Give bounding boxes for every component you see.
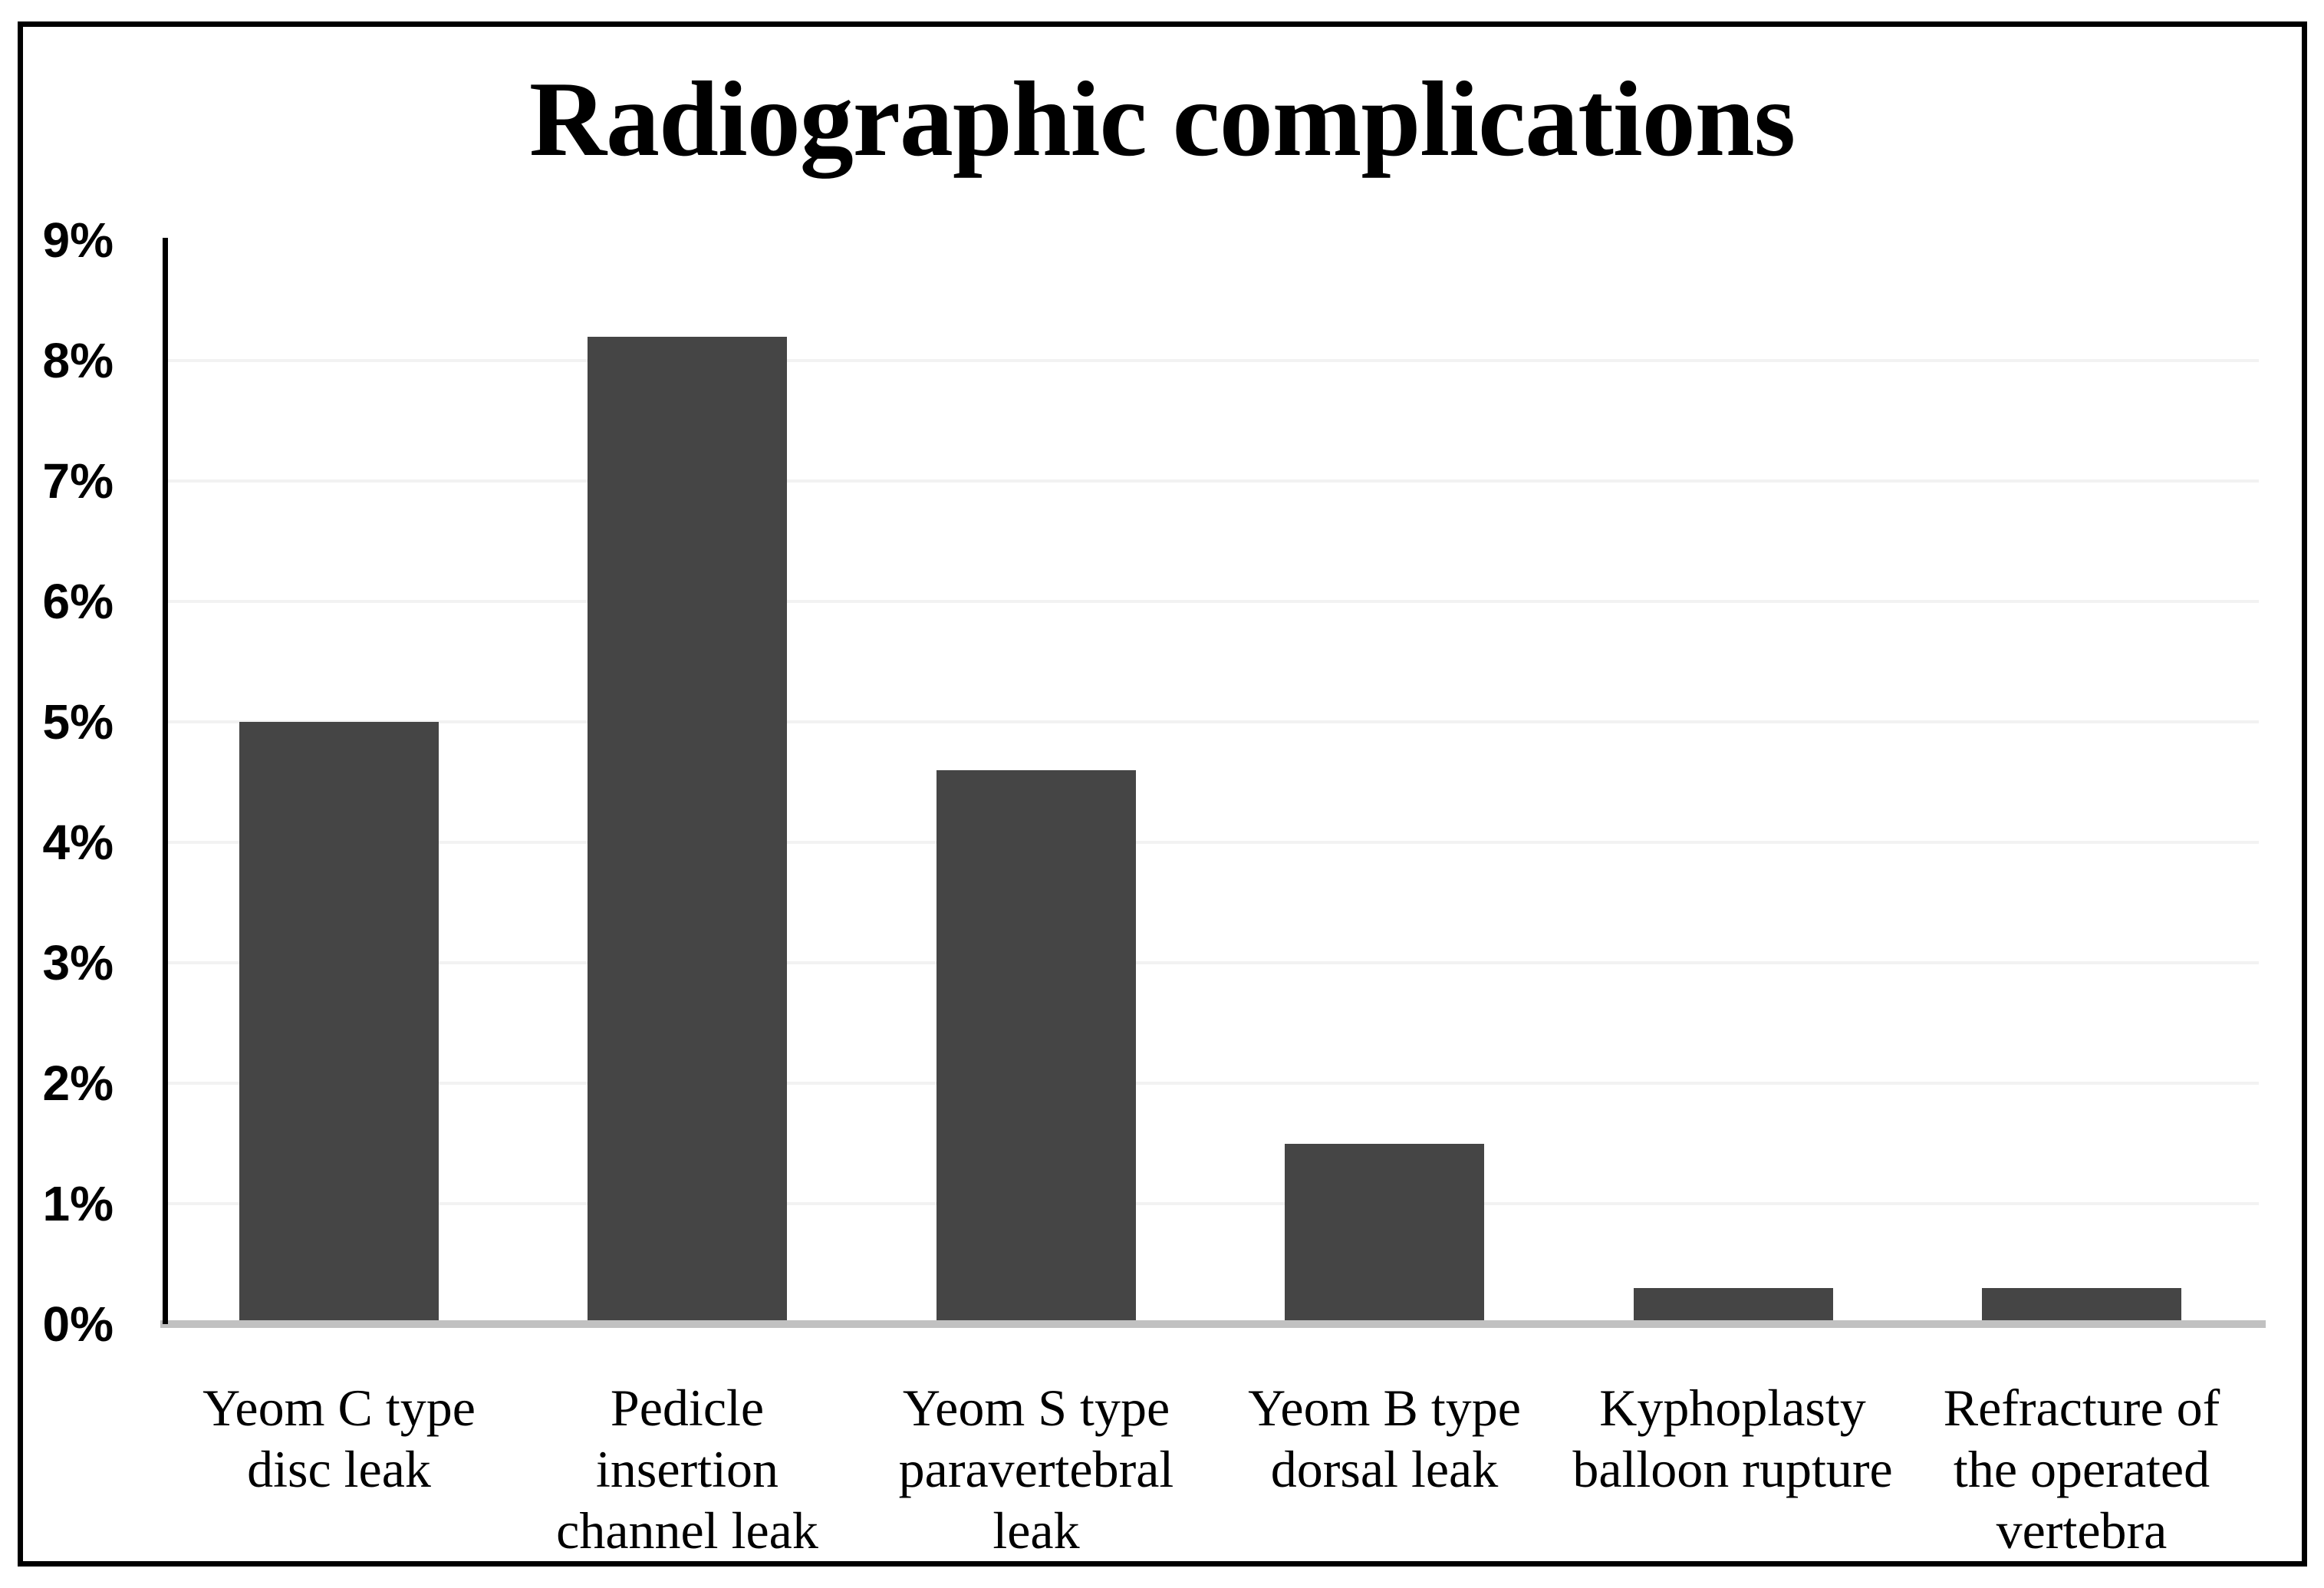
x-axis-label-line: Kyphoplasty (1599, 1379, 1866, 1437)
gridline (168, 479, 2259, 483)
bar (588, 337, 787, 1322)
y-axis-tick-label: 6% (42, 574, 114, 629)
bar (239, 722, 439, 1322)
bar (1634, 1288, 1833, 1322)
x-axis-label-line: Pedicle (610, 1379, 765, 1437)
x-axis-label-line: insertion (596, 1440, 779, 1498)
bar (1982, 1288, 2181, 1322)
x-axis-label-line: channel leak (556, 1501, 818, 1560)
y-axis-tick-label: 4% (42, 815, 114, 870)
gridline (168, 720, 2259, 723)
gridline (168, 961, 2259, 964)
x-axis-baseline (160, 1320, 2266, 1328)
x-axis-label: Yeom S type paravertebral leak (862, 1377, 1210, 1561)
x-axis-label-line: disc leak (247, 1440, 431, 1498)
x-axis-label-line: Refracture of (1943, 1379, 2220, 1437)
x-axis-label: Refracture of the operated vertebra (1908, 1377, 2256, 1561)
gridline (168, 841, 2259, 844)
gridline (168, 1082, 2259, 1085)
x-axis-label-line: leak (992, 1501, 1080, 1560)
x-axis-label-line: Yeom B type (1248, 1379, 1521, 1437)
y-axis-tick-label: 2% (42, 1056, 114, 1111)
x-axis-label-line: Yeom S type (902, 1379, 1170, 1437)
y-axis-tick-label: 3% (42, 935, 114, 990)
y-axis-line (163, 238, 168, 1324)
x-axis-label: Kyphoplasty balloon rupture (1559, 1377, 1907, 1500)
x-axis-label: Yeom B type dorsal leak (1210, 1377, 1559, 1500)
y-axis-tick-label: 5% (42, 694, 114, 750)
y-axis-tick-label: 8% (42, 333, 114, 388)
y-axis-tick-label: 0% (42, 1296, 114, 1352)
y-axis-tick-label: 7% (42, 453, 114, 509)
x-axis-label: Pedicle insertion channel leak (513, 1377, 861, 1561)
x-axis-label-line: paravertebral (898, 1440, 1174, 1498)
y-axis-tick-label: 9% (42, 213, 114, 268)
x-axis-label: Yeom C type disc leak (165, 1377, 513, 1500)
chart-title: Radiographic complications (528, 60, 1796, 179)
x-axis-label-line: balloon rupture (1572, 1440, 1893, 1498)
x-axis-label-line: Yeom C type (202, 1379, 476, 1437)
bar (1285, 1144, 1484, 1323)
gridline (168, 1202, 2259, 1205)
x-axis-label-line: dorsal leak (1270, 1440, 1499, 1498)
gridline (168, 600, 2259, 603)
x-axis-label-line: vertebra (1996, 1501, 2168, 1560)
x-axis-label-line: the operated (1953, 1440, 2210, 1498)
gridline (168, 359, 2259, 362)
y-axis-tick-label: 1% (42, 1176, 114, 1231)
bar (937, 770, 1136, 1322)
